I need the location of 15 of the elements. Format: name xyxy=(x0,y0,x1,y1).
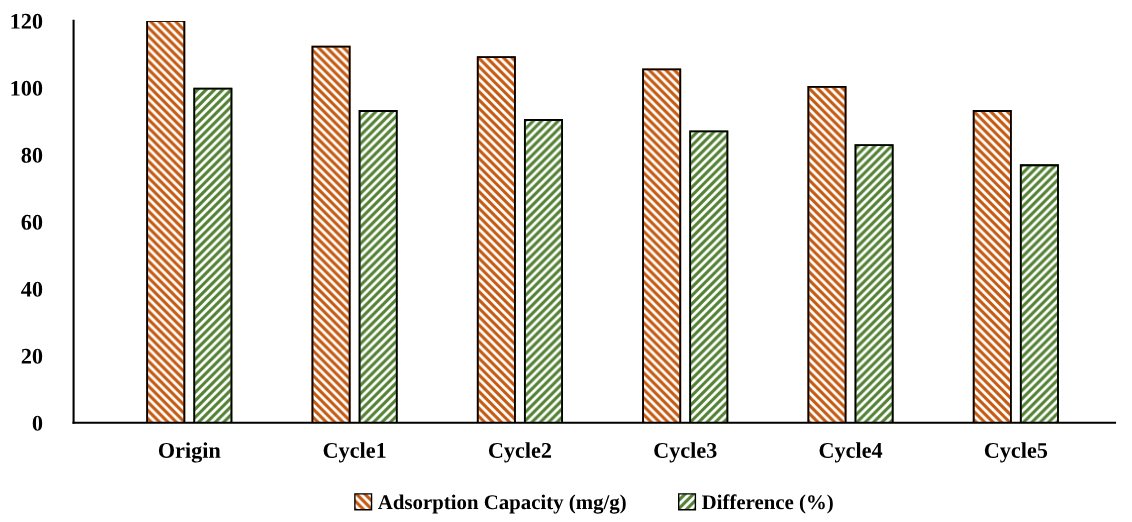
x-tick-label: Cycle3 xyxy=(654,442,717,463)
y-tick-label: 60 xyxy=(21,214,43,230)
y-tick-label: 120 xyxy=(11,13,43,29)
x-tick-label: Cycle4 xyxy=(819,442,883,463)
x-tick-label: Cycle2 xyxy=(488,442,552,463)
x-tick-label: Origin xyxy=(158,442,221,463)
y-tick-label: 40 xyxy=(21,281,43,297)
y-tick-label: 80 xyxy=(21,147,43,163)
y-tick-label: 100 xyxy=(11,80,43,96)
legend-label: Adsorption Capacity (mg/g) xyxy=(378,494,626,514)
legend-label: Difference (%) xyxy=(702,494,833,514)
y-tick-label: 0 xyxy=(32,415,43,431)
x-tick-label: Cycle5 xyxy=(984,442,1048,463)
x-tick-label: Cycle1 xyxy=(323,442,386,463)
y-tick-label: 20 xyxy=(21,348,43,364)
